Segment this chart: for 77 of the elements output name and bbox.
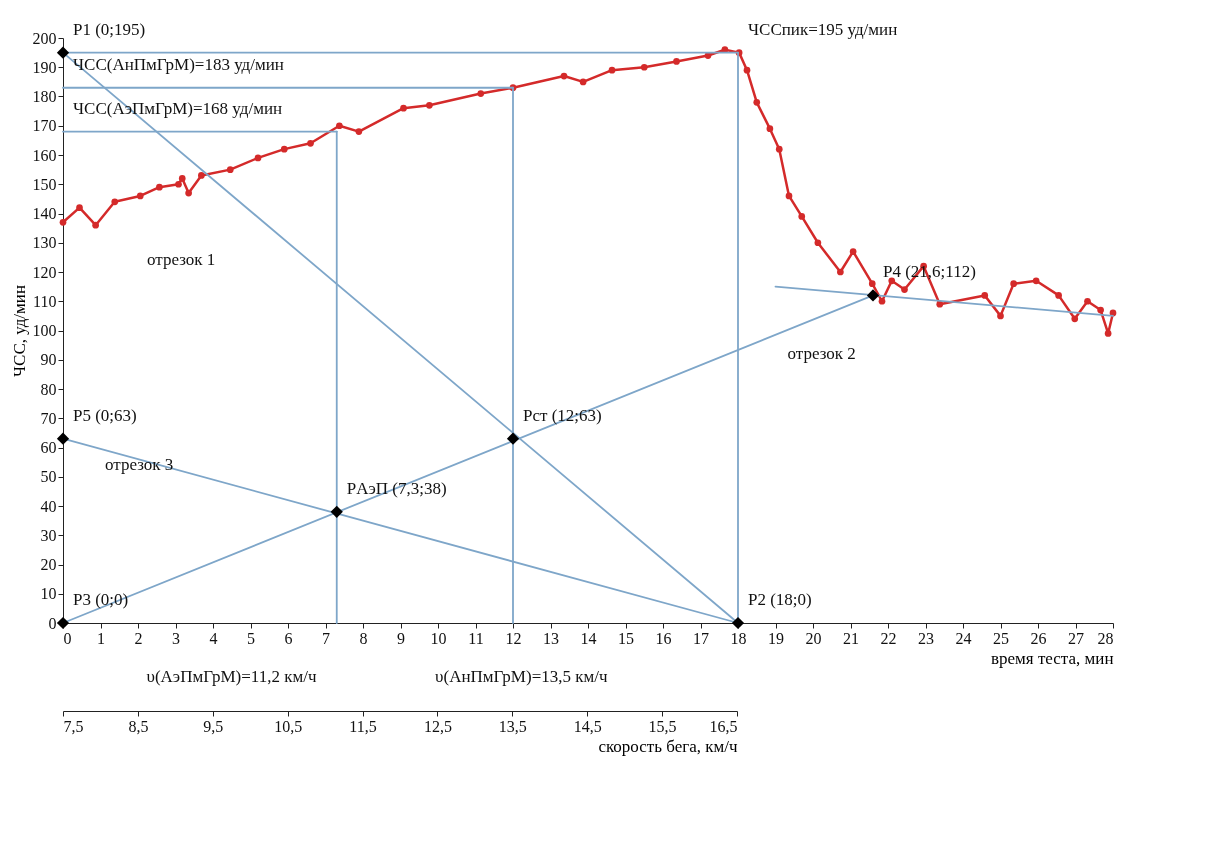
annotation: отрезок 2: [787, 343, 856, 363]
y-tick-label: 90: [40, 351, 57, 369]
x-tick-label: 10: [430, 629, 447, 647]
x-tick-label: 25: [993, 629, 1009, 647]
y-tick-label: 100: [32, 322, 57, 339]
x-tick-label: 26: [1030, 629, 1047, 647]
annotation: P5 (0;63): [73, 405, 137, 425]
text: υ(АнПмГрМ)=13,5 км/ч: [435, 667, 608, 686]
x2-tick-label: 15,5: [648, 717, 677, 735]
x-tick-label: 18: [730, 629, 747, 647]
text: υ(АэПмГрМ)=11,2 км/ч: [146, 667, 317, 686]
y-tick-label: 110: [33, 292, 57, 310]
y-tick-label: 160: [32, 146, 57, 164]
y-tick-label: 120: [32, 263, 57, 281]
x-tick-label: 4: [209, 629, 218, 647]
y-tick-label: 60: [40, 439, 57, 456]
annotation: P3 (0;0): [73, 590, 129, 609]
y-tick-label: 80: [40, 380, 57, 398]
x-tick-label: 22: [880, 629, 897, 647]
x-tick-label: 24: [955, 629, 972, 647]
x-tick-label: 11: [468, 629, 484, 647]
annotation: ЧСС(АэПмГрМ)=168 уд/мин: [73, 98, 283, 118]
x-tick-label: 15: [618, 629, 634, 647]
annotation: PАэП (7,3;38): [346, 478, 447, 498]
y-tick-label: 130: [32, 234, 57, 252]
x2-tick-label: 14,5: [573, 717, 602, 735]
annotation: ЧСС(АнПмГрМ)=183 уд/мин: [73, 54, 284, 74]
annotation: отрезок 3: [105, 455, 174, 475]
y-tick-label: 150: [32, 175, 57, 193]
x-tick-label: 0: [63, 629, 72, 647]
x2-tick-label: 9,5: [203, 717, 224, 735]
annotation: P1 (0;195): [73, 19, 146, 39]
annotation: Pст (12;63): [523, 405, 602, 425]
x-tick-label: 8: [359, 629, 368, 647]
x-tick-label: 16: [655, 629, 672, 647]
x2-tick-label: 7,5: [63, 717, 84, 735]
x2-tick-label: 13,5: [498, 717, 527, 735]
y-tick-label: 20: [40, 556, 57, 573]
y-tick-label: 190: [32, 58, 57, 76]
x-tick-label: 9: [397, 629, 405, 647]
y-tick-label: 170: [32, 117, 57, 135]
x-tick-label: 1: [97, 629, 105, 647]
x-tick-label: 12: [505, 629, 522, 647]
x-tick-label: 13: [543, 629, 559, 647]
y-tick-label: 10: [40, 585, 57, 603]
x-tick-label: 7: [322, 629, 330, 647]
x-axis-title: время теста, мин: [991, 648, 1114, 668]
x2-tick-label: 12,5: [423, 717, 452, 735]
annotation: P2 (18;0): [748, 590, 812, 609]
x2-tick-label: 11,5: [349, 717, 377, 735]
x-tick-label: 17: [693, 629, 709, 647]
y-tick-label: 0: [48, 614, 57, 632]
x-tick-label: 2: [134, 629, 143, 647]
y-axis-title: ЧСС, уд/мин: [9, 285, 29, 377]
x-tick-label: 14: [580, 629, 597, 647]
y-tick-label: 50: [40, 468, 57, 486]
x2-tick-label: 10,5: [274, 717, 303, 735]
x-tick-label: 5: [247, 629, 255, 647]
annotation: отрезок 1: [147, 250, 216, 270]
y-tick-label: 40: [40, 497, 57, 515]
y-tick-label: 140: [32, 205, 57, 222]
y-tick-label: 70: [40, 409, 57, 427]
y-tick-label: 180: [32, 88, 57, 105]
x-tick-label: 20: [805, 629, 822, 647]
annotation: ЧССпик=195 уд/мин: [748, 19, 898, 39]
y-tick-label: 30: [40, 526, 57, 544]
x2-tick-label: 8,5: [128, 717, 149, 735]
x-tick-label: 21: [843, 629, 859, 647]
x-tick-label: 27: [1068, 629, 1084, 647]
x-tick-label: 19: [768, 629, 784, 647]
x2-tick-label: 16,5: [709, 717, 738, 735]
x-tick-label: 28: [1097, 629, 1114, 647]
x-tick-label: 3: [172, 629, 180, 647]
x2-axis-title: скорость бега, км/ч: [598, 736, 738, 756]
x-tick-label: 23: [918, 629, 934, 647]
y-tick-label: 200: [32, 29, 57, 47]
x-tick-label: 6: [284, 629, 293, 647]
